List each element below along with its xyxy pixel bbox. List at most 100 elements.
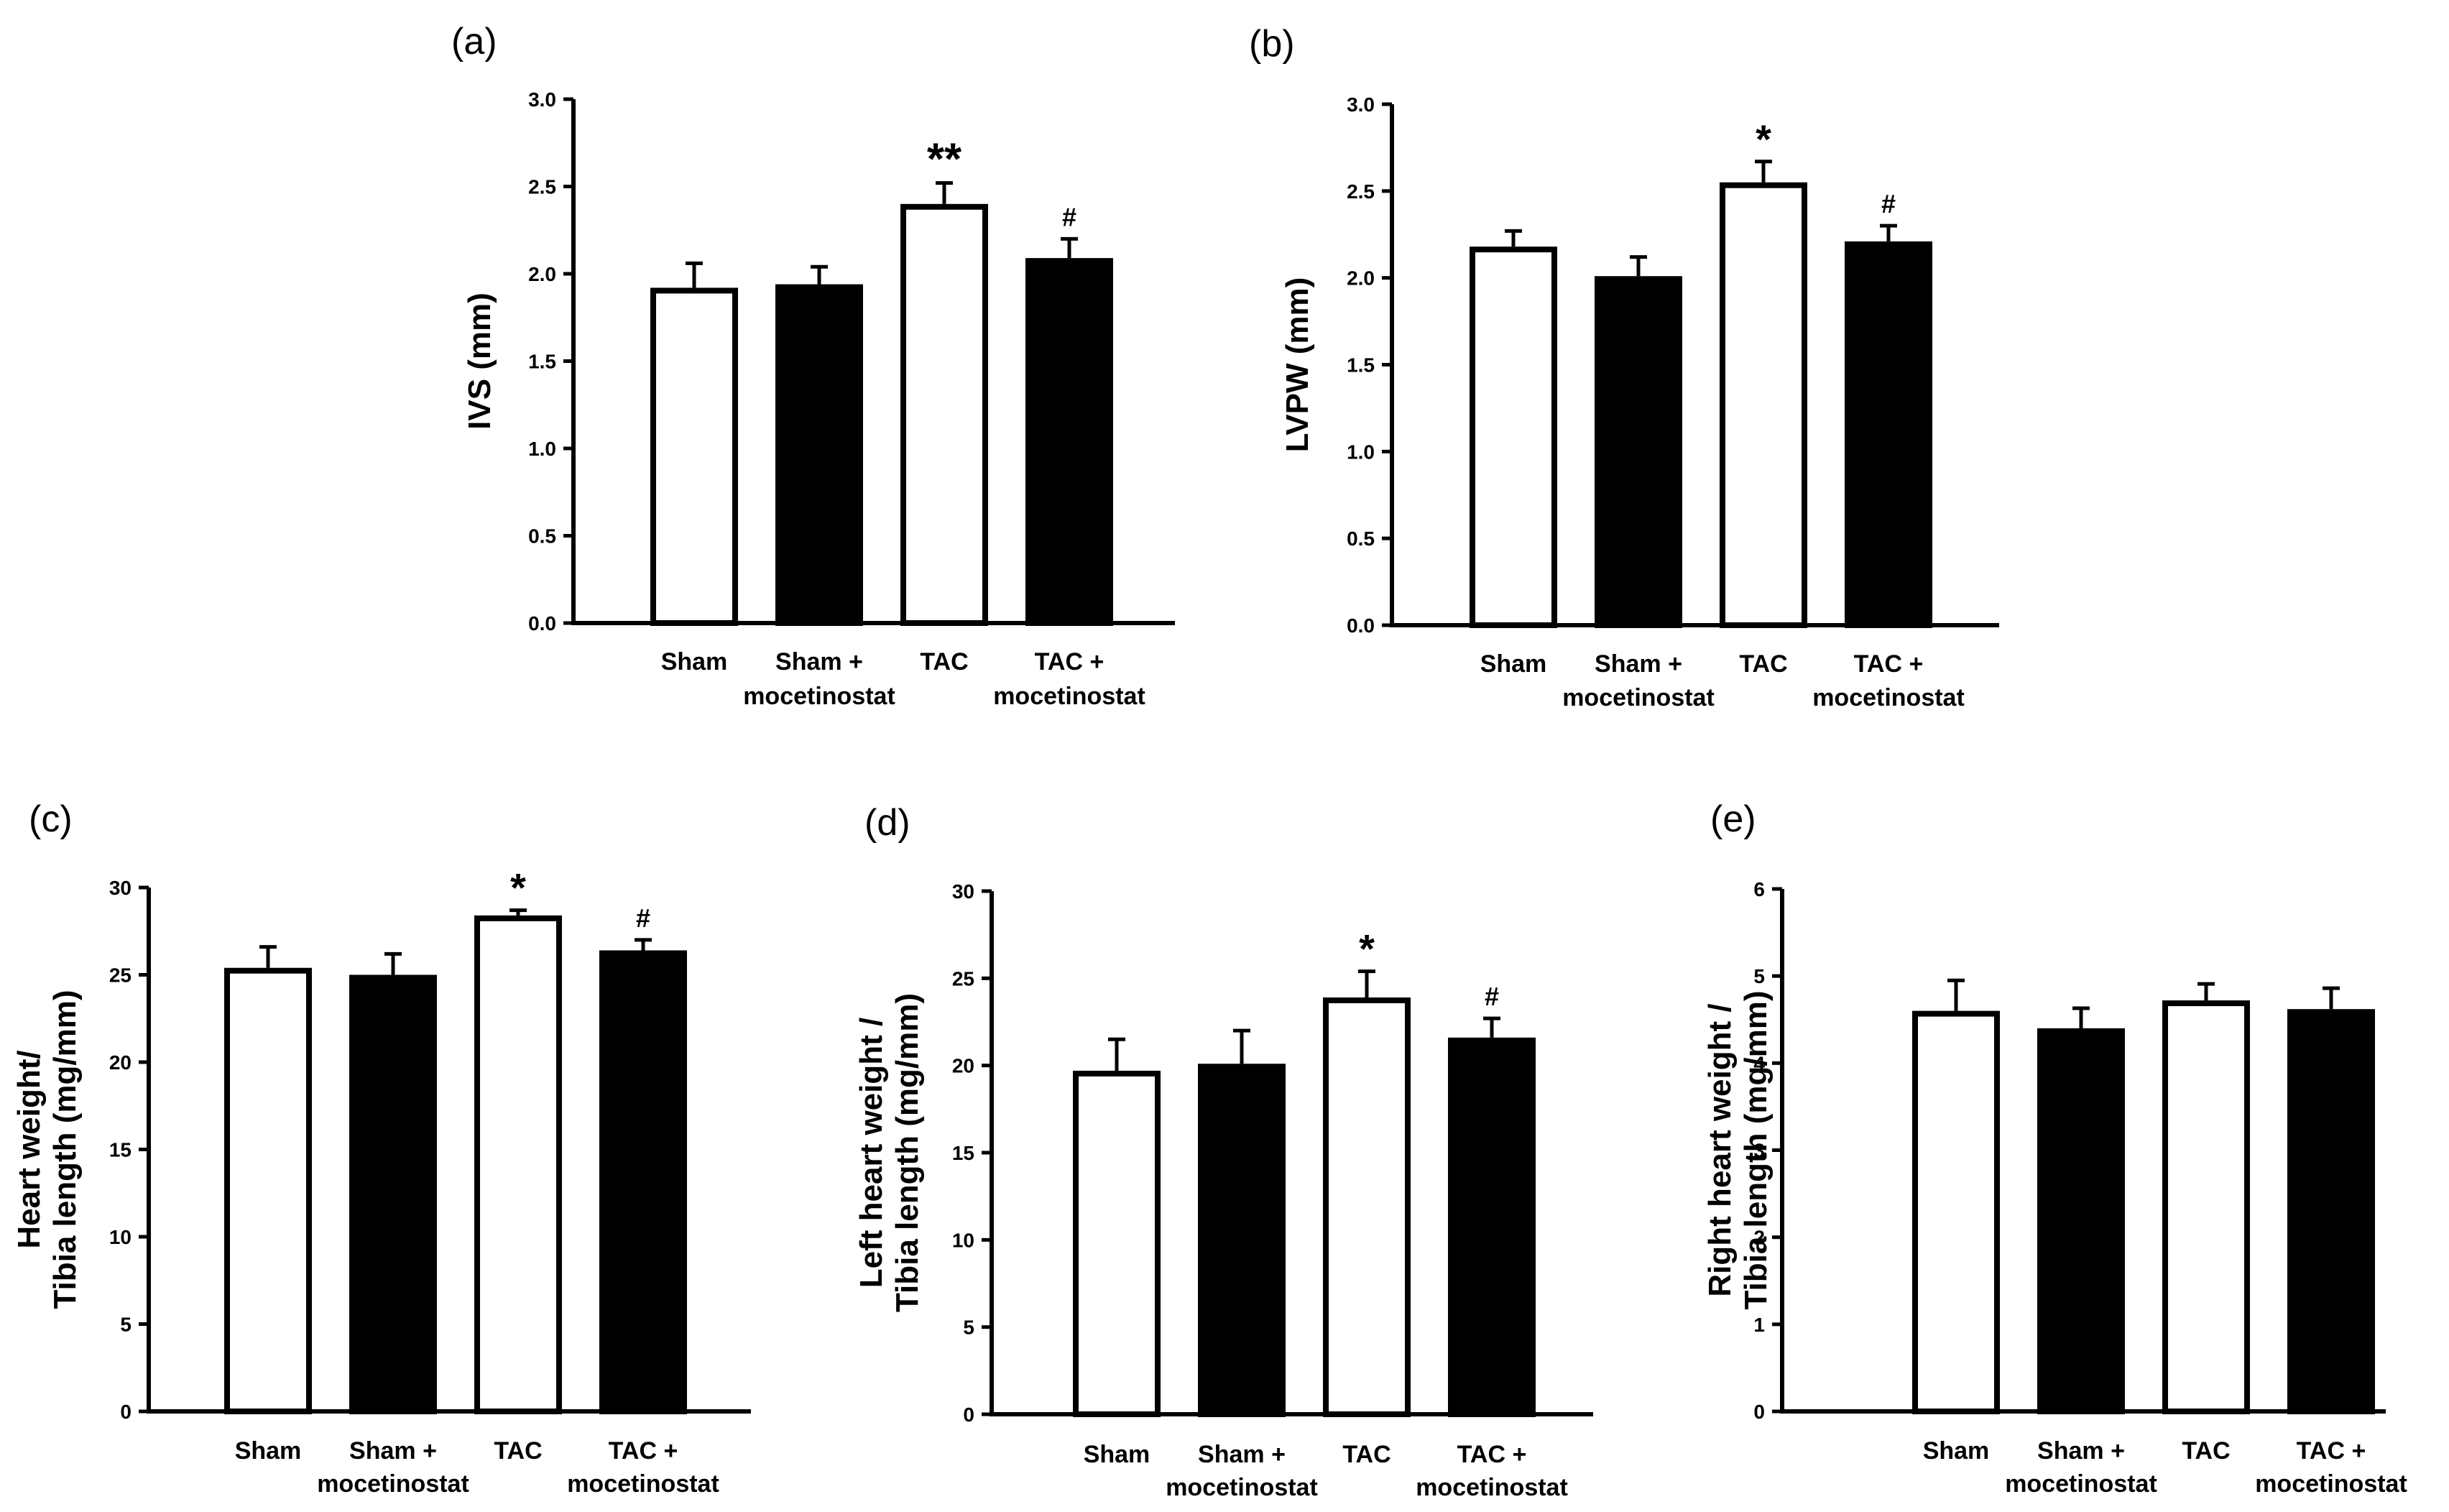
x-category-label: Sham: [1084, 1441, 1150, 1468]
y-axis-title: Left heart weight /: [854, 1018, 889, 1288]
y-tick-label: 1: [1753, 1314, 1765, 1336]
x-category-label: TAC: [2182, 1437, 2230, 1465]
bar-1: [650, 287, 738, 626]
y-tick-label: 1.5: [1347, 354, 1375, 377]
x-category-label: mocetinostat: [1812, 684, 1965, 711]
y-tick-label: 0: [1753, 1401, 1765, 1423]
x-category-label: mocetinostat: [2255, 1470, 2407, 1498]
significance-marker: #: [1062, 202, 1076, 231]
bar-4: [2287, 1009, 2375, 1414]
significance-marker: *: [1756, 116, 1771, 162]
x-category-label: Sham +: [775, 648, 863, 676]
significance-marker: **: [927, 135, 962, 185]
significance-marker: #: [1881, 189, 1896, 218]
x-category-label: mocetinostat: [567, 1470, 719, 1498]
x-category-label: TAC +: [1035, 648, 1104, 676]
y-axis-title: Tibia length (mg/mm): [47, 990, 83, 1309]
y-tick-label: 2: [1753, 1227, 1765, 1249]
x-category-label: TAC: [1739, 650, 1787, 678]
x-category-label: Sham: [235, 1437, 302, 1465]
bar-2: [1198, 1064, 1286, 1417]
x-category-label: TAC: [920, 648, 968, 676]
y-axis-title: Tibia length (mg/mm): [1738, 990, 1774, 1309]
y-tick-label: 0: [963, 1403, 974, 1426]
panel-a: (a) 0.0 0.5 1.0 1.5 2.0 2.5 3.0 IVS (mm) Sham Sham…: [451, 21, 1175, 710]
y-tick-label: 1.5: [528, 351, 556, 373]
x-category-label: Sham: [661, 648, 728, 676]
bar-1: [224, 967, 312, 1414]
panel-label: (c): [29, 798, 73, 840]
y-tick-label: 5: [963, 1317, 974, 1339]
y-tick-label: 5: [1753, 965, 1765, 987]
significance-marker: #: [1485, 982, 1499, 1011]
bar-4: [599, 950, 687, 1414]
bar-2: [1595, 276, 1682, 628]
bar-4: [1025, 258, 1113, 626]
y-tick-label: 15: [109, 1139, 132, 1161]
bar-3: [900, 203, 988, 626]
y-tick-label: 2.5: [1347, 180, 1375, 203]
y-tick-label: 0: [120, 1401, 132, 1423]
x-category-label: mocetinostat: [2005, 1470, 2157, 1498]
y-tick-label: 0.0: [1347, 614, 1375, 637]
y-tick-label: 30: [952, 880, 974, 903]
y-tick-label: 25: [109, 964, 132, 987]
y-tick-label: 2.0: [528, 263, 556, 285]
bar-2: [349, 974, 437, 1414]
significance-marker: *: [1359, 926, 1375, 972]
x-category-label: TAC +: [1854, 650, 1924, 678]
y-tick-label: 0.5: [528, 525, 556, 548]
y-axis-title: Right heart weight /: [1702, 1003, 1738, 1296]
x-category-label: TAC +: [609, 1437, 678, 1465]
panel-label: (b): [1249, 23, 1295, 65]
y-axis-title: Tibia length (mg/mm): [890, 993, 925, 1312]
bar-3: [1323, 997, 1411, 1417]
y-tick-label: 0.5: [1347, 527, 1375, 550]
y-tick-label: 1.0: [1347, 441, 1375, 463]
y-tick-label: 3.0: [528, 88, 556, 111]
y-tick-label: 5: [120, 1314, 132, 1336]
y-tick-label: 10: [952, 1229, 974, 1251]
panel-label: (d): [864, 802, 910, 844]
y-tick-label: 6: [1753, 878, 1765, 900]
bar-3: [1720, 182, 1807, 628]
x-category-label: mocetinostat: [1416, 1474, 1568, 1501]
panel-e: (e) 0 1 2 3 4 5 6 Right heart weight / Tibia leng…: [1702, 798, 2407, 1498]
bar-3: [2162, 1000, 2250, 1415]
y-tick-label: 4: [1753, 1052, 1765, 1074]
y-tick-label: 0.0: [528, 612, 556, 635]
panel-c: (c) 0 5 10 15 20 25 30 Heart weight/Tibia length…: [11, 798, 751, 1498]
y-tick-label: 20: [952, 1055, 974, 1077]
y-tick-label: 20: [109, 1051, 132, 1074]
significance-marker: #: [636, 903, 650, 933]
x-category-label: TAC: [494, 1437, 542, 1465]
x-category-label: Sham +: [1198, 1441, 1286, 1468]
significance-marker: *: [510, 865, 526, 911]
x-category-label: TAC +: [1457, 1441, 1527, 1468]
x-category-label: mocetinostat: [1166, 1474, 1318, 1501]
x-category-label: TAC: [1342, 1441, 1390, 1468]
x-category-label: Sham +: [1595, 650, 1682, 678]
x-category-label: mocetinostat: [317, 1470, 469, 1498]
panel-d: (d) 0 5 10 15 20 25 30 Left heart weight / Tibia …: [854, 802, 1593, 1501]
x-category-label: Sham: [1480, 650, 1547, 678]
y-tick-label: 3: [1753, 1140, 1765, 1162]
panel-b: (b) 0.0 0.5 1.0 1.5 2.0 2.5 3.0 LVPW (mm) Sham Sha…: [1249, 23, 1999, 711]
bar-1: [1912, 1010, 2000, 1414]
y-tick-label: 3.0: [1347, 93, 1375, 116]
panel-label: (e): [1710, 798, 1756, 840]
x-category-label: mocetinostat: [743, 683, 895, 710]
y-tick-label: 30: [109, 877, 132, 899]
x-category-label: mocetinostat: [1562, 684, 1715, 711]
x-category-label: Sham +: [349, 1437, 437, 1465]
x-category-label: Sham: [1923, 1437, 1990, 1465]
y-axis-title: LVPW (mm): [1280, 277, 1315, 453]
x-category-label: Sham +: [2037, 1437, 2125, 1465]
bar-4: [1845, 241, 1932, 628]
y-tick-label: 1.0: [528, 438, 556, 460]
y-tick-label: 25: [952, 967, 974, 990]
y-axis-title: IVS (mm): [462, 292, 497, 430]
bar-1: [1073, 1070, 1161, 1417]
bar-2: [2037, 1028, 2125, 1415]
